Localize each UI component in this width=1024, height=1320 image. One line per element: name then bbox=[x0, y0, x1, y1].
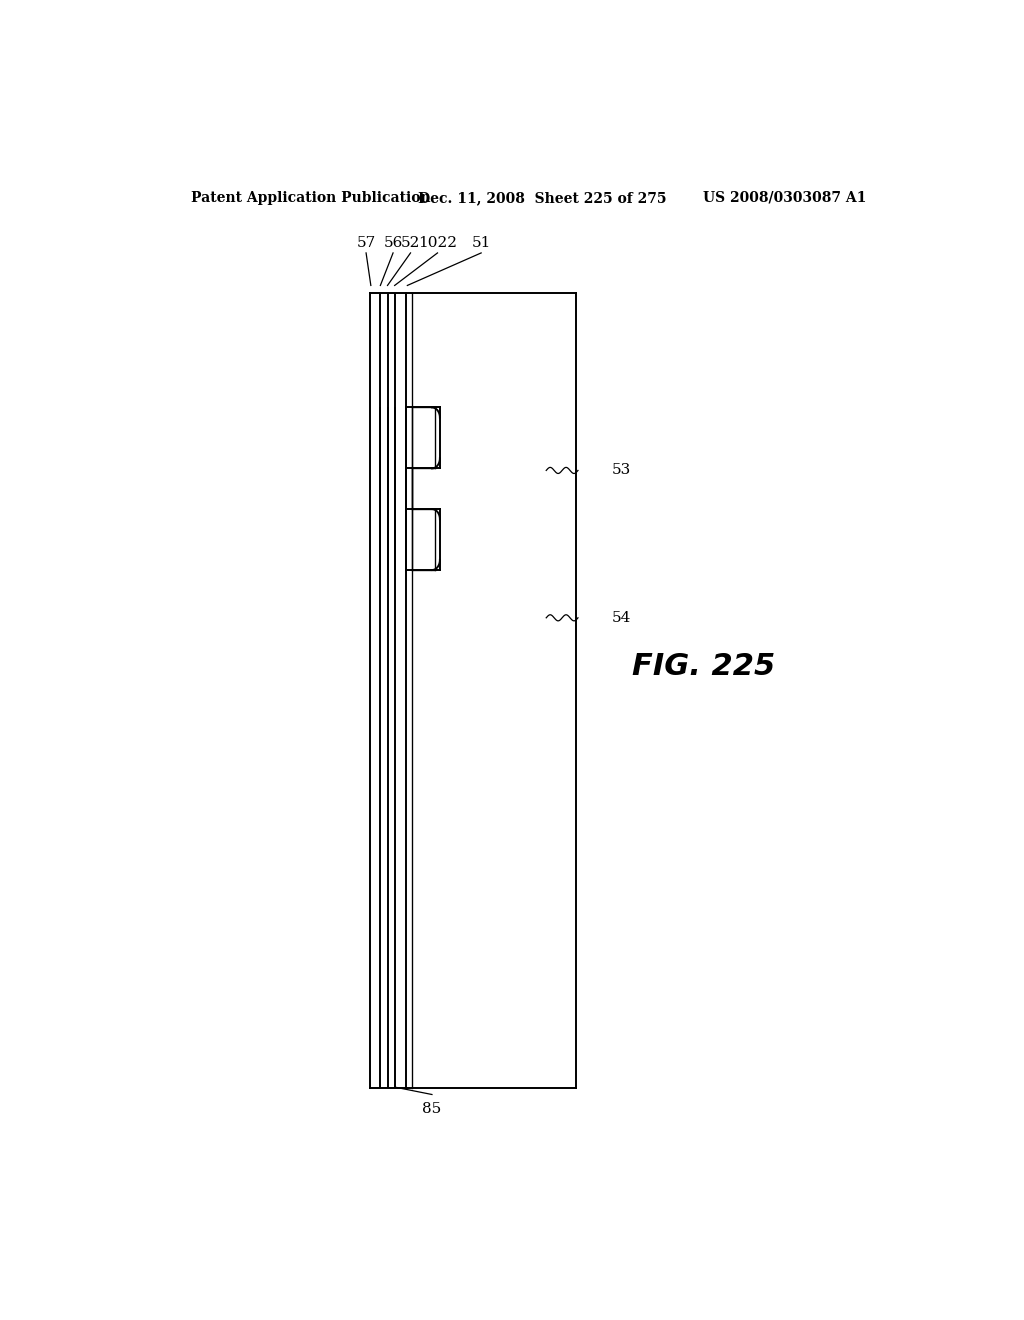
Text: 52: 52 bbox=[400, 236, 420, 249]
Text: US 2008/0303087 A1: US 2008/0303087 A1 bbox=[703, 191, 866, 205]
Text: 53: 53 bbox=[612, 463, 632, 478]
Text: 51: 51 bbox=[471, 236, 490, 249]
Text: 85: 85 bbox=[422, 1102, 441, 1115]
Text: Dec. 11, 2008  Sheet 225 of 275: Dec. 11, 2008 Sheet 225 of 275 bbox=[418, 191, 667, 205]
Text: 56: 56 bbox=[383, 236, 402, 249]
Text: 57: 57 bbox=[356, 236, 376, 249]
Text: Patent Application Publication: Patent Application Publication bbox=[191, 191, 431, 205]
Text: FIG. 225: FIG. 225 bbox=[632, 652, 775, 681]
Text: 54: 54 bbox=[612, 611, 632, 624]
Text: 1022: 1022 bbox=[418, 236, 457, 249]
